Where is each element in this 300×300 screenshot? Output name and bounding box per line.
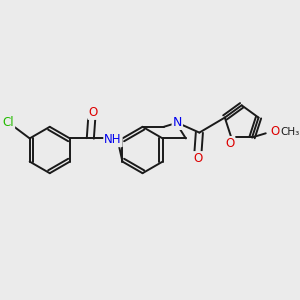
- Text: N: N: [172, 116, 182, 129]
- Text: O: O: [194, 152, 202, 165]
- Text: NH: NH: [104, 133, 122, 146]
- Text: O: O: [88, 106, 98, 119]
- Text: Cl: Cl: [3, 116, 14, 128]
- Text: CH₃: CH₃: [281, 127, 300, 137]
- Text: O: O: [225, 137, 235, 150]
- Text: O: O: [271, 125, 280, 138]
